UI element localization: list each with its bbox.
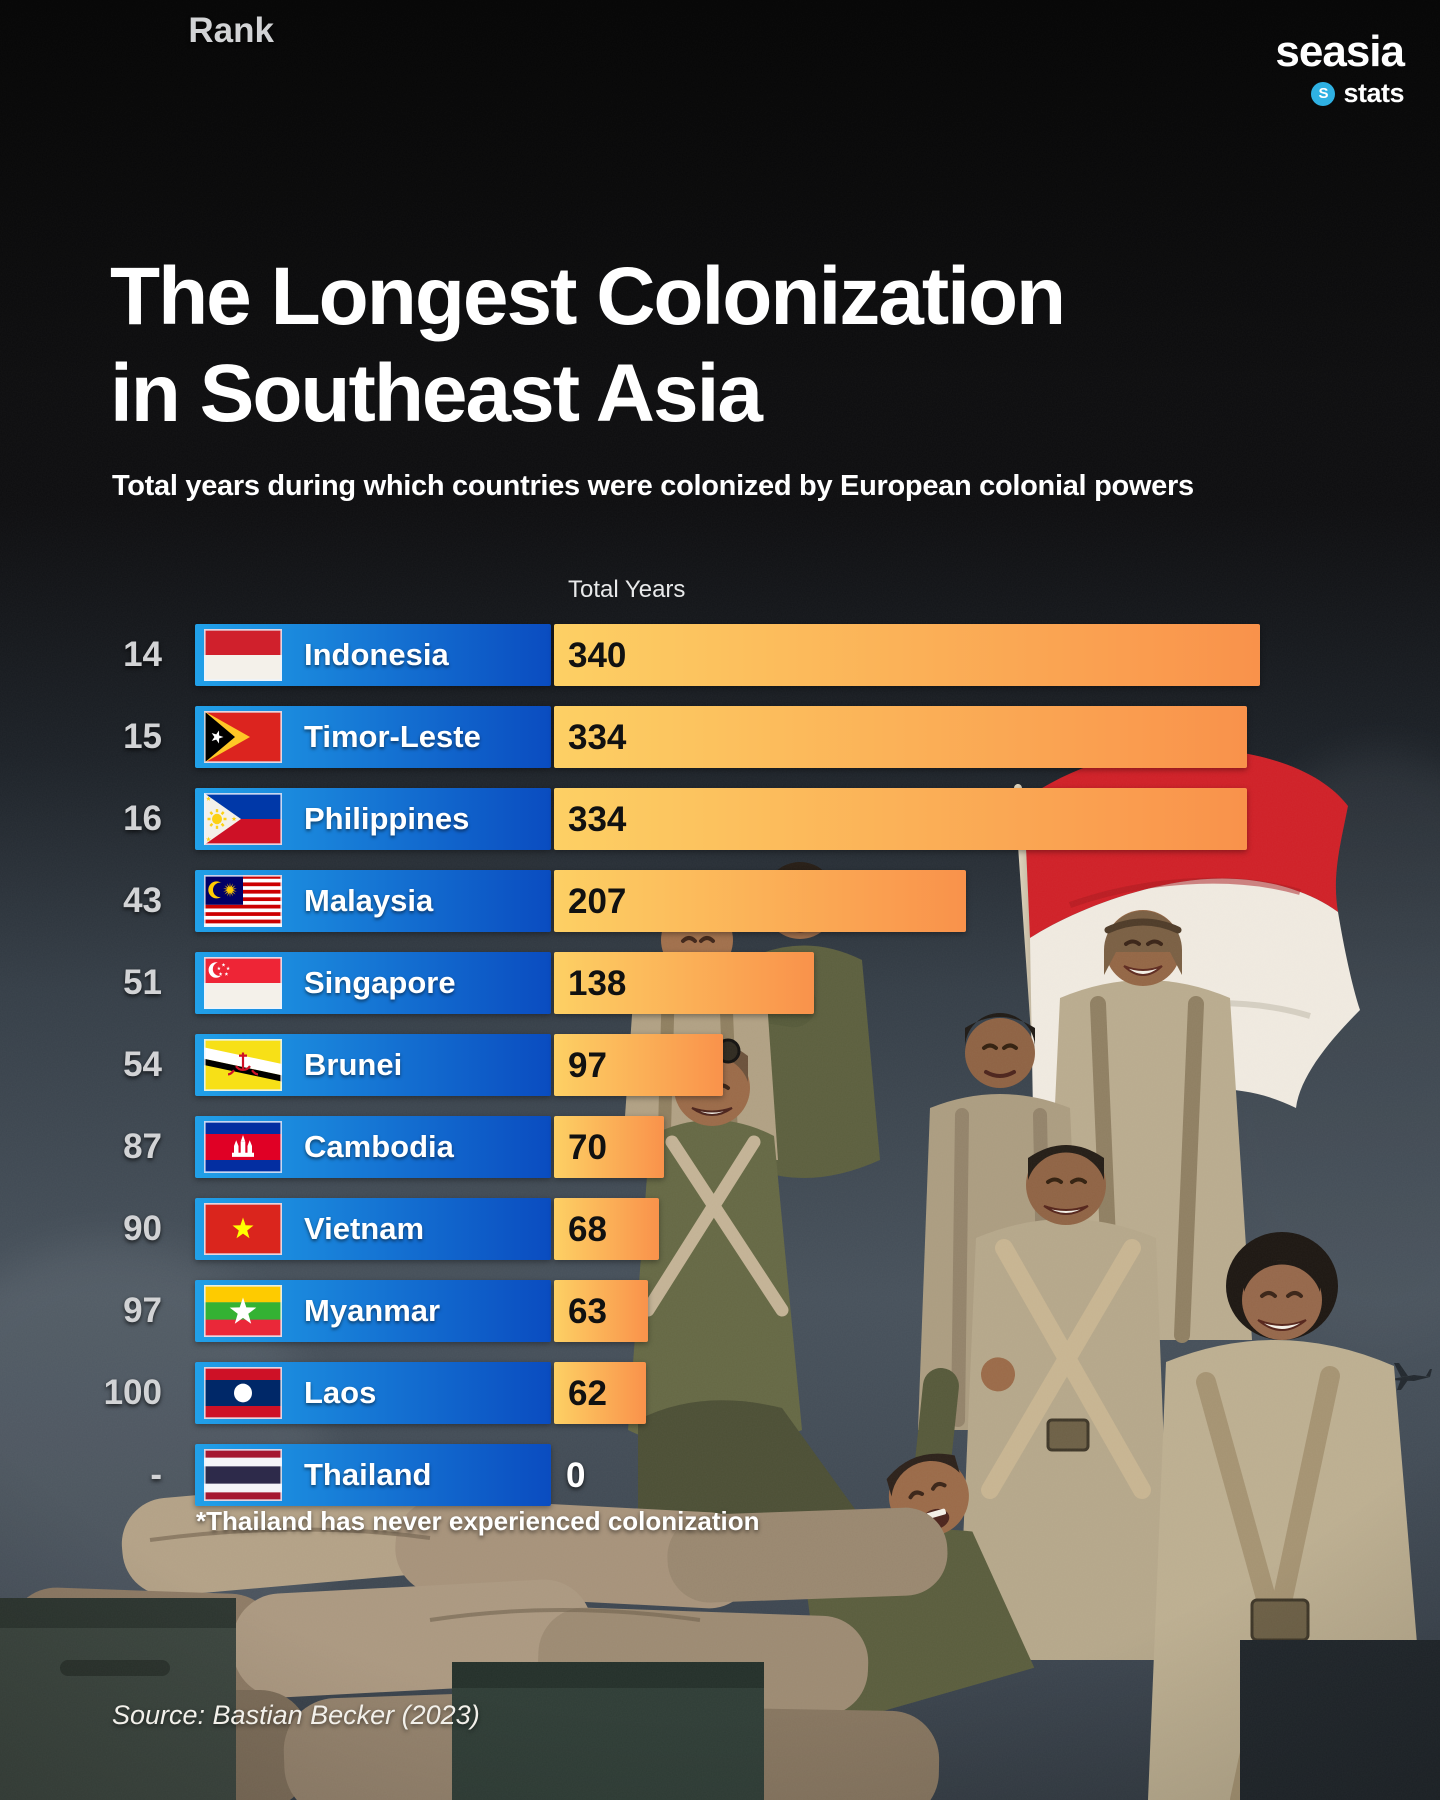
brunei-flag — [204, 1039, 282, 1091]
cambodia-flag — [204, 1121, 282, 1173]
rank-value: 15 — [123, 717, 162, 756]
country-label: Brunei — [304, 1047, 403, 1082]
page-title: The Longest Colonization in Southeast As… — [110, 248, 1066, 442]
value-label: 0 — [566, 1456, 586, 1495]
brand-sub-label: stats — [1343, 78, 1404, 108]
rank-value: 54 — [123, 1045, 162, 1084]
country-label-bar: Singapore — [195, 952, 551, 1014]
country-label-bar: Myanmar — [195, 1280, 551, 1342]
value-label: 334 — [568, 718, 627, 757]
value-bar: 138 — [554, 952, 814, 1014]
country-label-bar: Brunei — [195, 1034, 551, 1096]
value-bar: 97 — [554, 1034, 723, 1096]
myanmar-flag — [204, 1285, 282, 1337]
country-label-bar: Cambodia — [195, 1116, 551, 1178]
rank-value: - — [150, 1455, 162, 1494]
brand-name: seasia — [1275, 27, 1405, 76]
value-bar: 68 — [554, 1198, 659, 1260]
value-label: 97 — [568, 1046, 607, 1085]
thailand-flag — [204, 1449, 282, 1501]
country-label-bar: Laos — [195, 1362, 551, 1424]
value-bar: 334 — [554, 788, 1247, 850]
source-credit: Source: Bastian Becker (2023) — [112, 1700, 480, 1730]
table-row: - Thailand 0 — [0, 1444, 1440, 1506]
value-bar: 340 — [554, 624, 1260, 686]
country-label-bar: Vietnam — [195, 1198, 551, 1260]
value-label: 334 — [568, 800, 627, 839]
country-label: Cambodia — [304, 1129, 454, 1164]
value-label: 340 — [568, 636, 627, 675]
table-row: 97 Myanmar 63 — [0, 1280, 1440, 1342]
country-label: Malaysia — [304, 883, 434, 918]
value-label: 68 — [568, 1210, 607, 1249]
country-label-bar: Indonesia — [195, 624, 551, 686]
table-row: 87 Cambodia 70 — [0, 1116, 1440, 1178]
title-line2: in Southeast Asia — [110, 348, 763, 439]
table-row: 54 Brunei 97 — [0, 1034, 1440, 1096]
column-header-total-years: Total Years — [568, 576, 686, 603]
singapore-flag — [204, 957, 282, 1009]
title-line1: The Longest Colonization — [110, 251, 1066, 342]
value-label: 63 — [568, 1292, 607, 1331]
indonesia-flag — [204, 629, 282, 681]
country-label: Philippines — [304, 801, 470, 836]
vietnam-flag — [204, 1203, 282, 1255]
rank-value: 87 — [123, 1127, 162, 1166]
table-row: 51 Singapore 138 — [0, 952, 1440, 1014]
column-header-rank: Rank — [188, 11, 274, 50]
value-label: 70 — [568, 1128, 607, 1167]
table-row: 15 Timor-Leste 334 — [0, 706, 1440, 768]
page-subtitle: Total years during which countries were … — [112, 470, 1194, 502]
rank-value: 16 — [123, 799, 162, 838]
table-row: 43 Malaysia 207 — [0, 870, 1440, 932]
country-label: Indonesia — [304, 637, 449, 672]
philippines-flag — [204, 793, 282, 845]
seasia-s-icon: S — [1311, 81, 1336, 106]
table-row: 16 Philippines 334 — [0, 788, 1440, 850]
rank-value: 14 — [123, 635, 162, 674]
country-label-bar: Thailand — [195, 1444, 551, 1506]
rank-value: 100 — [103, 1373, 162, 1412]
brand-logo: seasia S stats — [1275, 27, 1405, 109]
table-row: 14 Indonesia 340 — [0, 624, 1440, 686]
value-label: 62 — [568, 1374, 607, 1413]
country-label-bar: Malaysia — [195, 870, 551, 932]
rank-value: 97 — [123, 1291, 162, 1330]
laos-flag — [204, 1367, 282, 1419]
value-label: 138 — [568, 964, 627, 1003]
value-label: 207 — [568, 882, 627, 921]
table-row: 100 Laos 62 — [0, 1362, 1440, 1424]
country-label: Timor-Leste — [304, 719, 481, 754]
rank-value: 90 — [123, 1209, 162, 1248]
value-bar: 70 — [554, 1116, 664, 1178]
country-label: Laos — [304, 1375, 377, 1410]
thailand-footnote: *Thailand has never experienced coloniza… — [196, 1506, 760, 1536]
country-label: Thailand — [304, 1457, 432, 1492]
malaysia-flag — [204, 875, 282, 927]
country-label: Myanmar — [304, 1293, 441, 1328]
value-bar: 207 — [554, 870, 966, 932]
rank-value: 43 — [123, 881, 162, 920]
country-label-bar: Timor-Leste — [195, 706, 551, 768]
bar-chart: 14 Indonesia 340 15 Timor-Leste 334 16 Philippi… — [0, 624, 1440, 1526]
rank-value: 51 — [123, 963, 162, 1002]
country-label-bar: Philippines — [195, 788, 551, 850]
value-bar: 63 — [554, 1280, 648, 1342]
table-row: 90 Vietnam 68 — [0, 1198, 1440, 1260]
timor-leste-flag — [204, 711, 282, 763]
country-label: Vietnam — [304, 1211, 425, 1246]
country-label: Singapore — [304, 965, 456, 1000]
value-bar: 62 — [554, 1362, 646, 1424]
value-bar: 334 — [554, 706, 1247, 768]
